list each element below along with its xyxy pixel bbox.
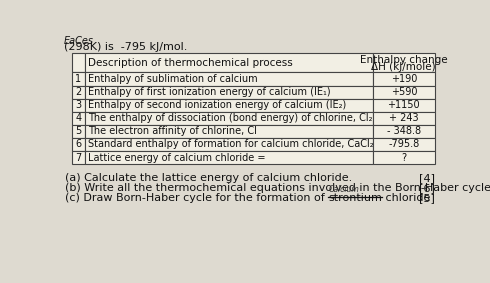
Bar <box>72 99 84 112</box>
Text: 7: 7 <box>75 153 81 162</box>
Text: [5]: [5] <box>419 193 435 203</box>
Text: Enthalpy of first ionization energy of calcium (IE₁): Enthalpy of first ionization energy of c… <box>88 87 330 97</box>
Text: Standard enthalpy of formation for calcium chloride, CaCl₂: Standard enthalpy of formation for calci… <box>88 140 373 149</box>
Text: -795.8: -795.8 <box>388 140 419 149</box>
Text: +190: +190 <box>391 74 417 84</box>
Bar <box>84 72 373 85</box>
Text: + 243: + 243 <box>389 113 418 123</box>
Text: (c) Draw Born-Haber cycle for the formation of: (c) Draw Born-Haber cycle for the format… <box>65 193 328 203</box>
Text: Calcium: Calcium <box>328 185 359 194</box>
Bar <box>72 151 84 164</box>
Text: The electron affinity of chlorine, Cl: The electron affinity of chlorine, Cl <box>88 127 256 136</box>
Bar <box>72 53 84 72</box>
Text: 5: 5 <box>75 127 81 136</box>
Text: strontium: strontium <box>328 193 382 203</box>
Bar <box>373 112 435 125</box>
Text: 1: 1 <box>75 74 81 84</box>
Bar <box>72 112 84 125</box>
Text: +590: +590 <box>391 87 417 97</box>
Text: Enthalpy change: Enthalpy change <box>360 55 447 65</box>
Text: [6]: [6] <box>419 183 435 193</box>
Text: Lattice energy of calcium chloride =: Lattice energy of calcium chloride = <box>88 153 265 162</box>
Text: 2: 2 <box>75 87 81 97</box>
Text: 4: 4 <box>75 113 81 123</box>
Bar <box>373 53 435 72</box>
Text: chloride: chloride <box>382 193 431 203</box>
Bar <box>373 125 435 138</box>
Bar <box>373 72 435 85</box>
Bar <box>373 85 435 99</box>
Text: The enthalpy of dissociation (bond energy) of chlorine, Cl₂: The enthalpy of dissociation (bond energ… <box>88 113 372 123</box>
Bar <box>373 99 435 112</box>
Bar <box>72 72 84 85</box>
Text: Enthalpy of second ionization energy of calcium (IE₂): Enthalpy of second ionization energy of … <box>88 100 346 110</box>
Text: Enthalpy of sublimation of calcium: Enthalpy of sublimation of calcium <box>88 74 257 84</box>
Bar <box>72 125 84 138</box>
Text: Description of thermochemical process: Description of thermochemical process <box>88 58 293 68</box>
Text: 3: 3 <box>75 100 81 110</box>
Bar <box>84 151 373 164</box>
Text: - 348.8: - 348.8 <box>387 127 421 136</box>
Text: (a) Calculate the lattice energy of calcium chloride.: (a) Calculate the lattice energy of calc… <box>65 173 352 183</box>
Bar <box>373 151 435 164</box>
Text: (298K) is  -795 kJ/mol.: (298K) is -795 kJ/mol. <box>64 42 187 52</box>
Bar <box>373 138 435 151</box>
Bar <box>84 112 373 125</box>
Text: 6: 6 <box>75 140 81 149</box>
Text: ?: ? <box>401 153 406 162</box>
Bar <box>84 138 373 151</box>
Text: +1150: +1150 <box>388 100 420 110</box>
Bar <box>84 85 373 99</box>
Text: ΔH (kJ/mole): ΔH (kJ/mole) <box>371 62 436 72</box>
Bar <box>84 53 373 72</box>
Bar <box>72 138 84 151</box>
Bar <box>84 125 373 138</box>
Bar <box>72 85 84 99</box>
Text: EaCes: EaCes <box>64 35 94 46</box>
Text: [4]: [4] <box>419 173 435 183</box>
Text: (b) Write all the thermochemical equations involved in the Born-Haber cycle.: (b) Write all the thermochemical equatio… <box>65 183 490 193</box>
Bar <box>84 99 373 112</box>
